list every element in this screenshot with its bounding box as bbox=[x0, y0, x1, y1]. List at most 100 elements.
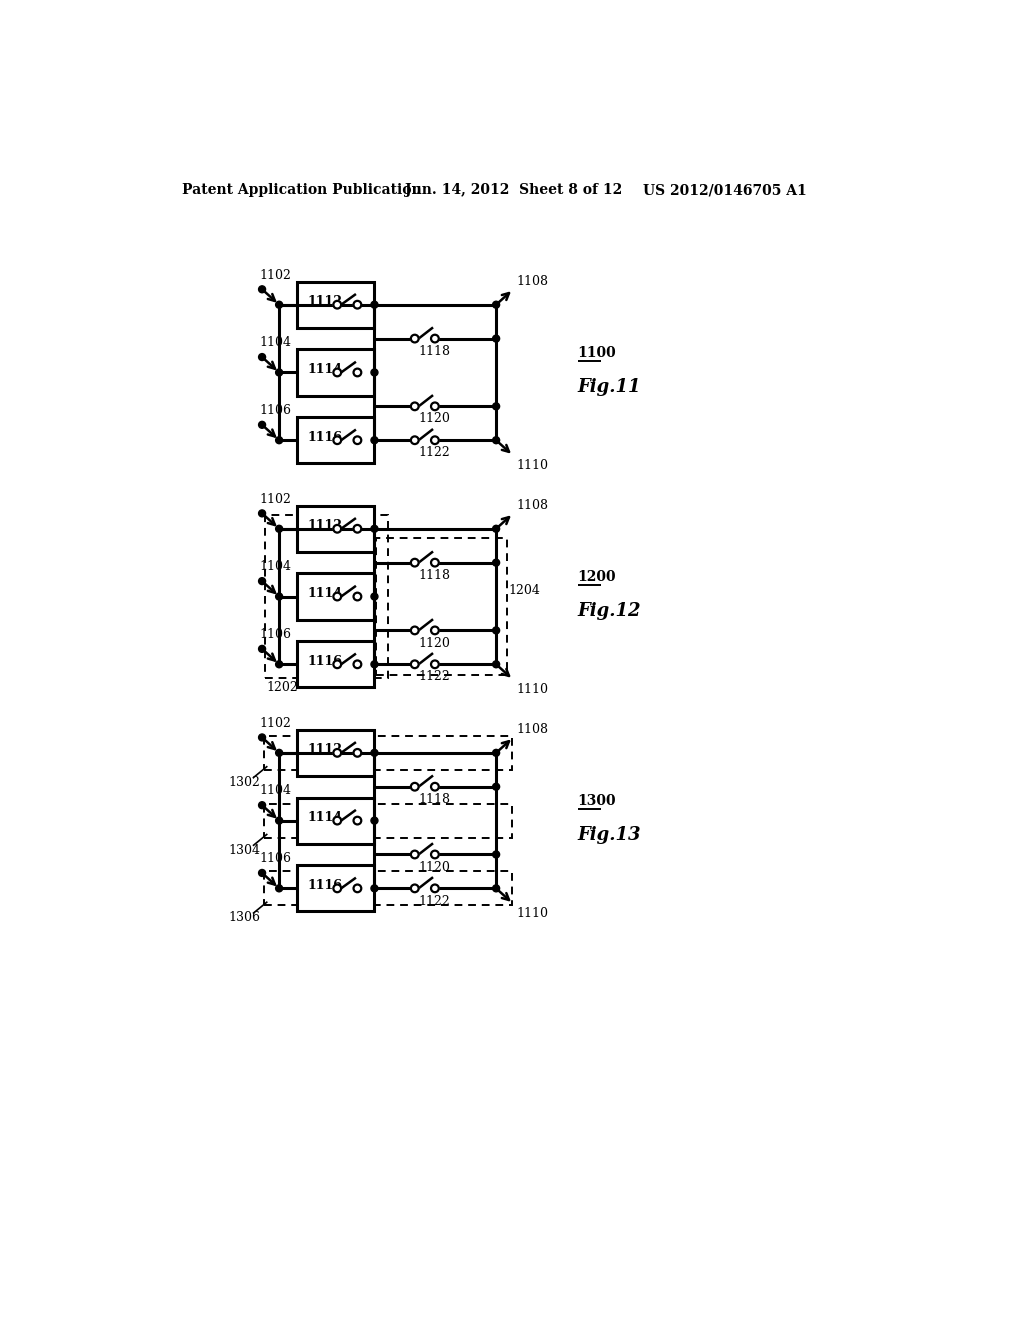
Circle shape bbox=[493, 525, 500, 532]
Circle shape bbox=[275, 661, 283, 668]
Circle shape bbox=[353, 525, 361, 532]
Circle shape bbox=[259, 286, 265, 293]
Text: 1200: 1200 bbox=[578, 570, 616, 585]
Circle shape bbox=[353, 884, 361, 892]
Circle shape bbox=[411, 783, 419, 791]
Text: 1112: 1112 bbox=[307, 519, 342, 532]
Circle shape bbox=[275, 301, 283, 308]
Text: 1122: 1122 bbox=[419, 895, 451, 908]
Circle shape bbox=[275, 525, 283, 532]
Circle shape bbox=[371, 437, 378, 444]
Text: 1116: 1116 bbox=[307, 655, 342, 668]
Circle shape bbox=[334, 748, 341, 756]
Circle shape bbox=[493, 403, 500, 409]
Text: 1114: 1114 bbox=[307, 810, 342, 824]
Circle shape bbox=[353, 437, 361, 444]
Circle shape bbox=[431, 884, 438, 892]
Text: 1306: 1306 bbox=[228, 911, 261, 924]
Circle shape bbox=[334, 593, 341, 601]
Circle shape bbox=[353, 748, 361, 756]
Circle shape bbox=[371, 301, 378, 308]
Circle shape bbox=[493, 661, 500, 668]
Circle shape bbox=[334, 884, 341, 892]
Circle shape bbox=[371, 370, 378, 376]
Text: 1108: 1108 bbox=[516, 275, 548, 288]
Text: 1100: 1100 bbox=[578, 346, 616, 360]
Text: 1104: 1104 bbox=[259, 561, 291, 573]
Text: 1112: 1112 bbox=[307, 296, 342, 308]
Circle shape bbox=[371, 525, 378, 532]
Circle shape bbox=[411, 437, 419, 444]
Circle shape bbox=[334, 301, 341, 309]
Bar bbox=[376, 539, 507, 675]
Circle shape bbox=[259, 578, 265, 585]
Circle shape bbox=[259, 801, 265, 809]
Text: 1112: 1112 bbox=[307, 743, 342, 756]
Circle shape bbox=[353, 660, 361, 668]
Text: Patent Application Publication: Patent Application Publication bbox=[182, 183, 422, 197]
Circle shape bbox=[493, 750, 500, 756]
Bar bbox=[263, 737, 512, 770]
Circle shape bbox=[411, 884, 419, 892]
Circle shape bbox=[371, 750, 378, 756]
Text: Fig.13: Fig.13 bbox=[578, 826, 641, 843]
Circle shape bbox=[493, 335, 500, 342]
Text: 1304: 1304 bbox=[228, 843, 261, 857]
Text: Jun. 14, 2012  Sheet 8 of 12: Jun. 14, 2012 Sheet 8 of 12 bbox=[406, 183, 623, 197]
Circle shape bbox=[275, 593, 283, 601]
Circle shape bbox=[411, 558, 419, 566]
Circle shape bbox=[493, 560, 500, 566]
Bar bbox=[297, 573, 375, 619]
Text: 1202: 1202 bbox=[266, 681, 298, 694]
Text: 1118: 1118 bbox=[419, 345, 451, 358]
Text: 1122: 1122 bbox=[419, 446, 451, 459]
Circle shape bbox=[275, 750, 283, 756]
Circle shape bbox=[493, 301, 500, 308]
Circle shape bbox=[353, 368, 361, 376]
Bar bbox=[297, 730, 375, 776]
Circle shape bbox=[493, 851, 500, 858]
Circle shape bbox=[371, 884, 378, 892]
Text: 1118: 1118 bbox=[419, 569, 451, 582]
Text: 1102: 1102 bbox=[259, 268, 291, 281]
Circle shape bbox=[371, 661, 378, 668]
Text: US 2012/0146705 A1: US 2012/0146705 A1 bbox=[643, 183, 807, 197]
Circle shape bbox=[334, 525, 341, 532]
Circle shape bbox=[411, 850, 419, 858]
Circle shape bbox=[371, 593, 378, 601]
Text: 1300: 1300 bbox=[578, 795, 616, 808]
Circle shape bbox=[431, 403, 438, 411]
Text: 1110: 1110 bbox=[516, 459, 548, 471]
Circle shape bbox=[411, 335, 419, 342]
Circle shape bbox=[353, 817, 361, 825]
Text: 1120: 1120 bbox=[419, 412, 451, 425]
Text: 1106: 1106 bbox=[259, 853, 291, 866]
Text: 1120: 1120 bbox=[419, 861, 451, 874]
Circle shape bbox=[493, 783, 500, 791]
Circle shape bbox=[411, 403, 419, 411]
Text: 1302: 1302 bbox=[228, 776, 261, 789]
Circle shape bbox=[431, 783, 438, 791]
Circle shape bbox=[411, 660, 419, 668]
Circle shape bbox=[259, 510, 265, 517]
Bar bbox=[263, 804, 512, 838]
Circle shape bbox=[259, 734, 265, 741]
Text: 1110: 1110 bbox=[516, 907, 548, 920]
Bar bbox=[263, 871, 512, 906]
Circle shape bbox=[493, 884, 500, 892]
Bar bbox=[297, 797, 375, 843]
Circle shape bbox=[371, 817, 378, 824]
Circle shape bbox=[431, 660, 438, 668]
Circle shape bbox=[275, 817, 283, 824]
Circle shape bbox=[431, 335, 438, 342]
Circle shape bbox=[493, 437, 500, 444]
Bar bbox=[297, 642, 375, 688]
Circle shape bbox=[353, 301, 361, 309]
Bar bbox=[297, 506, 375, 552]
Circle shape bbox=[275, 437, 283, 444]
Text: 1110: 1110 bbox=[516, 682, 548, 696]
Circle shape bbox=[431, 627, 438, 635]
Text: 1114: 1114 bbox=[307, 363, 342, 376]
Text: 1116: 1116 bbox=[307, 430, 342, 444]
Bar bbox=[297, 417, 375, 463]
